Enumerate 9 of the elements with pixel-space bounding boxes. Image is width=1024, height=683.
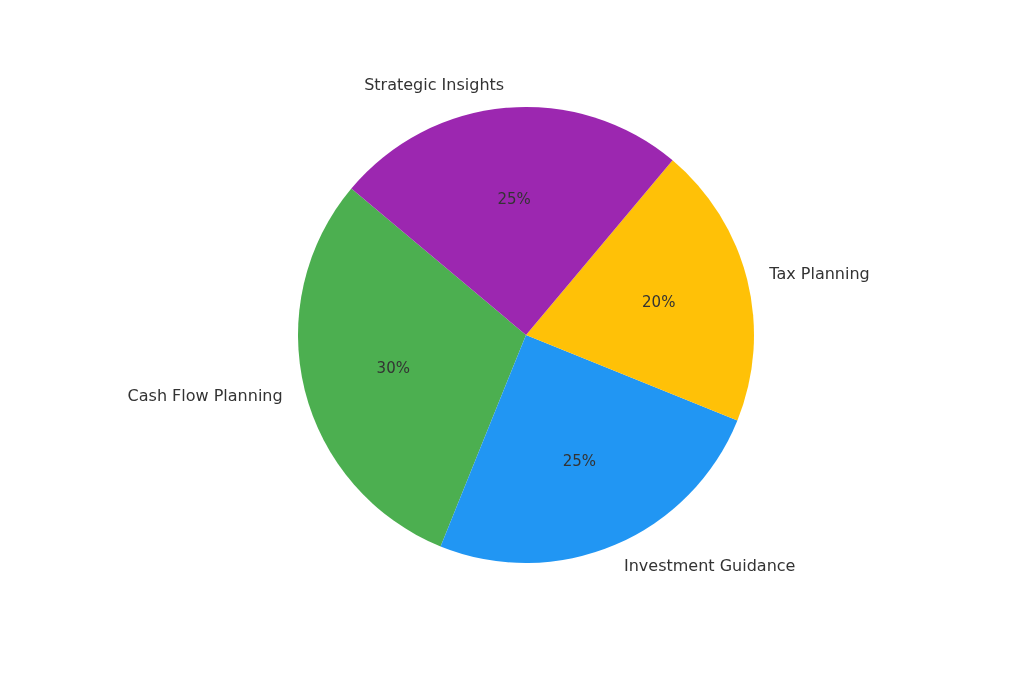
slice-label: Cash Flow Planning <box>127 385 283 405</box>
slice-label: Investment Guidance <box>624 555 796 575</box>
data-label: 20% <box>642 292 676 311</box>
data-label: 25% <box>497 189 531 208</box>
pie-slice <box>351 107 673 335</box>
data-label: 30% <box>376 359 410 378</box>
slice-label: Tax Planning <box>768 264 870 284</box>
slice-label: Strategic Insights <box>364 75 505 95</box>
data-label: 25% <box>562 451 597 470</box>
